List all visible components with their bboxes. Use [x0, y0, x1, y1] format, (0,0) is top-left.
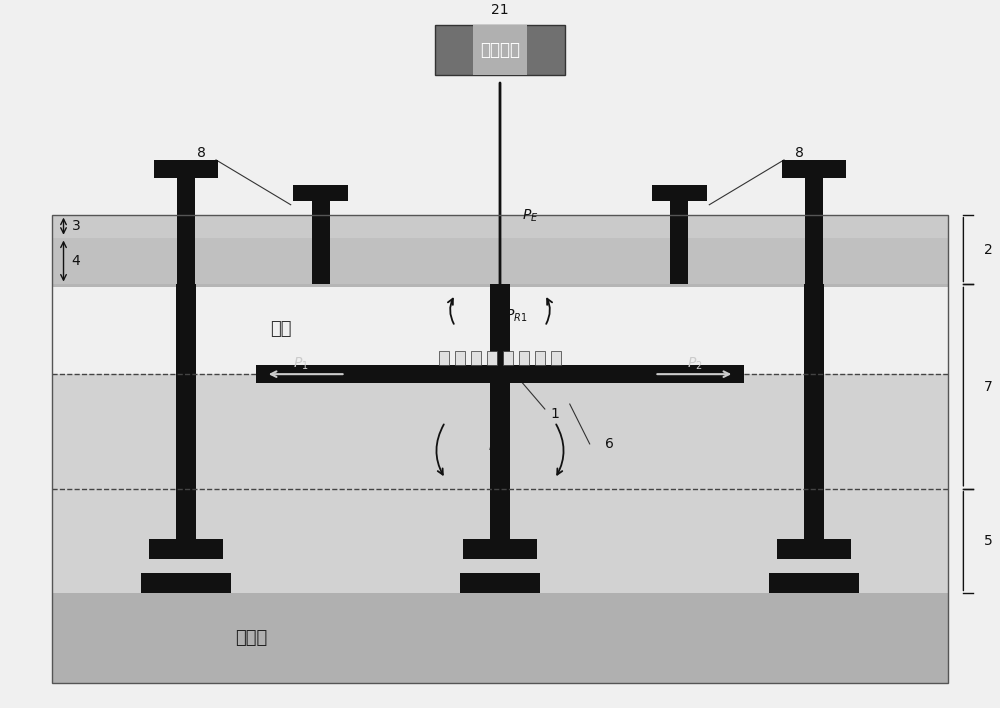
Bar	[519, 351, 529, 365]
Text: 硅衬底: 硅衬底	[235, 629, 267, 647]
Text: 8: 8	[795, 146, 803, 160]
Bar	[435, 25, 565, 75]
Bar	[312, 201, 330, 285]
Text: 1: 1	[550, 407, 559, 421]
Bar	[804, 285, 824, 539]
Bar	[463, 539, 537, 559]
Text: 波导: 波导	[270, 320, 292, 338]
Text: $P_{T1}$: $P_{T1}$	[488, 437, 512, 455]
Bar	[154, 160, 218, 178]
Bar	[551, 351, 561, 365]
Bar	[256, 365, 744, 383]
Bar	[52, 238, 948, 285]
Text: 6: 6	[605, 437, 614, 451]
Bar	[782, 160, 846, 178]
Bar	[777, 539, 851, 559]
Bar	[473, 25, 527, 75]
Bar	[52, 215, 948, 238]
Bar	[52, 215, 948, 683]
Bar	[471, 351, 481, 365]
Text: 2: 2	[984, 243, 993, 256]
Bar	[52, 593, 948, 683]
Bar	[460, 573, 540, 593]
Bar	[52, 374, 948, 593]
Bar	[293, 185, 348, 201]
Text: 21: 21	[491, 4, 509, 18]
Bar	[503, 351, 513, 365]
Bar	[490, 285, 510, 539]
Text: 4: 4	[71, 254, 80, 268]
Bar	[52, 285, 948, 287]
Bar	[670, 201, 688, 285]
Text: $P_2$: $P_2$	[687, 355, 702, 372]
Bar	[455, 351, 465, 365]
Bar	[652, 185, 707, 201]
Bar	[149, 539, 223, 559]
Text: 单模光纤: 单模光纤	[480, 41, 520, 59]
Bar	[439, 351, 449, 365]
Text: $P_E$: $P_E$	[522, 207, 538, 224]
Bar	[805, 178, 823, 285]
Text: 8: 8	[197, 146, 205, 160]
Bar	[535, 351, 545, 365]
Text: $P_{R1}$: $P_{R1}$	[505, 307, 527, 324]
Bar	[487, 351, 497, 365]
Text: 3: 3	[71, 219, 80, 233]
Bar	[769, 573, 859, 593]
Text: 7: 7	[984, 379, 993, 394]
Bar	[177, 178, 195, 285]
Text: 5: 5	[984, 534, 993, 548]
Bar	[141, 573, 231, 593]
Text: $P_1$: $P_1$	[293, 355, 309, 372]
Bar	[176, 285, 196, 539]
